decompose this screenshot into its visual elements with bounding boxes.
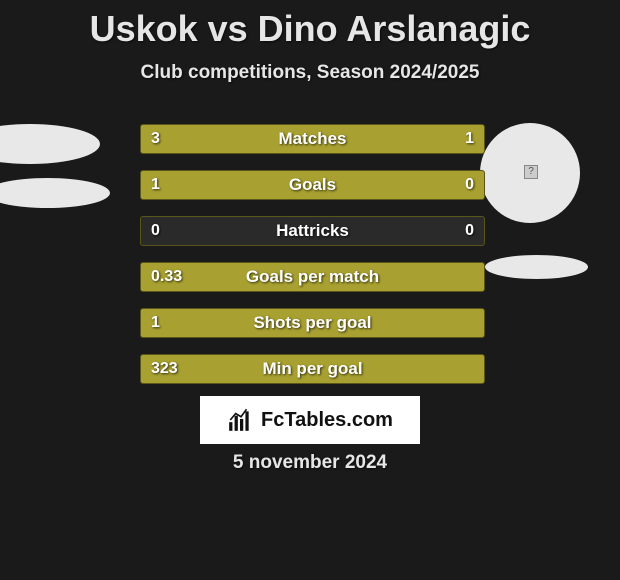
stat-row: 1Shots per goal	[140, 308, 485, 338]
stats-bars: 31Matches 10Goals 00Hattricks 0.33Goals per…	[140, 124, 485, 400]
silhouette-shape	[0, 178, 110, 208]
silhouette-shadow	[485, 255, 588, 279]
stat-row: 0.33Goals per match	[140, 262, 485, 292]
brand-text: FcTables.com	[261, 409, 393, 432]
player-left-silhouette	[0, 110, 135, 220]
player-right-silhouette: ?	[480, 115, 610, 285]
brand-chart-icon	[227, 407, 253, 433]
date-label: 5 november 2024	[0, 452, 620, 474]
stat-label: Goals	[141, 171, 484, 199]
missing-image-icon: ?	[524, 165, 538, 179]
stat-row: 10Goals	[140, 170, 485, 200]
stat-label: Matches	[141, 125, 484, 153]
stat-label: Hattricks	[141, 217, 484, 245]
stat-row: 323Min per goal	[140, 354, 485, 384]
stat-label: Shots per goal	[141, 309, 484, 337]
page-title: Uskok vs Dino Arslanagic	[0, 0, 620, 50]
subtitle: Club competitions, Season 2024/2025	[0, 62, 620, 84]
silhouette-shape	[0, 124, 100, 164]
stat-label: Min per goal	[141, 355, 484, 383]
stat-row: 31Matches	[140, 124, 485, 154]
stat-row: 00Hattricks	[140, 216, 485, 246]
stat-label: Goals per match	[141, 263, 484, 291]
brand-watermark: FcTables.com	[200, 396, 420, 444]
